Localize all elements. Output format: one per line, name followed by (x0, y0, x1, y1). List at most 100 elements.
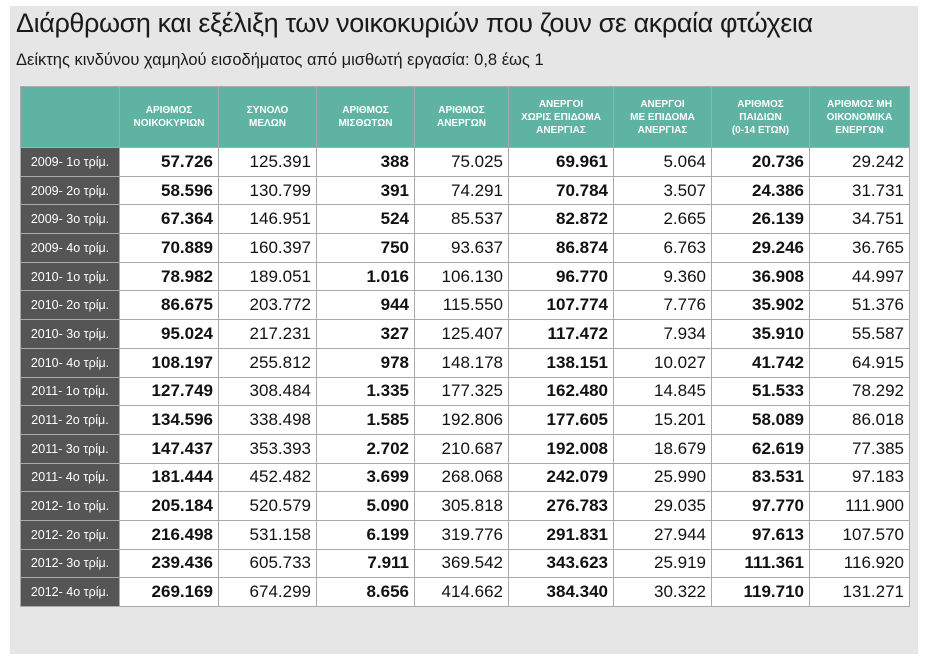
table-cell: 25.919 (613, 548, 712, 579)
table-cell: 57.726 (119, 147, 219, 177)
table-cell: 9.360 (613, 261, 712, 292)
table-cell: 51.533 (711, 376, 810, 407)
table-cell: 125.391 (218, 147, 317, 177)
column-header-6: ΑΡΙΘΜΟΣ ΠΑΙΔΙΩΝ (0-14 ΕΤΩΝ) (711, 86, 810, 148)
table-row: 2010- 4ο τρίμ. 108.197 255.812 978 148.178 13… (20, 347, 910, 378)
table-cell: 369.542 (414, 548, 509, 579)
table-cell: 58.596 (119, 175, 219, 206)
table-cell: 353.393 (218, 433, 317, 464)
column-header-line: ΑΡΙΘΜΟΣ ΜΗ (827, 98, 892, 110)
table-cell: 106.130 (414, 261, 509, 292)
table-cell: 97.613 (711, 519, 810, 550)
table-cell: 177.605 (508, 405, 614, 435)
table-cell: 978 (316, 347, 415, 378)
column-header-1: ΣΥΝΟΛΟ ΜΕΛΩΝ (218, 86, 317, 148)
table-cell: 605.733 (218, 548, 317, 579)
table-cell: 7.934 (613, 319, 712, 349)
table-cell: 111.361 (711, 548, 810, 579)
column-header-line: ΑΝΕΡΓΟΙ (640, 98, 685, 110)
table-cell: 58.089 (711, 405, 810, 435)
table-cell: 452.482 (218, 462, 317, 493)
table-cell: 308.484 (218, 376, 317, 407)
table-cell: 391 (316, 175, 415, 206)
table-row: 2012- 2ο τρίμ. 216.498 531.158 6.199 319.776… (20, 519, 910, 550)
column-header-line: ΑΝΕΡΓΟΙ (538, 98, 584, 110)
row-label: 2011- 2ο τρίμ. (20, 405, 120, 435)
table-row: 2012- 3ο τρίμ. 239.436 605.733 7.911 369.542… (20, 548, 910, 579)
header-row: ΑΡΙΘΜΟΣ ΝΟΙΚΟΚΥΡΙΩΝ ΣΥΝΟΛΟ ΜΕΛΩΝ ΑΡΙΘΜΟΣ ΜΙΣΘ… (20, 86, 910, 148)
table-cell: 108.197 (119, 347, 219, 378)
table-cell: 41.742 (711, 347, 810, 378)
table-cell: 162.480 (508, 376, 614, 407)
table-cell: 414.662 (414, 577, 509, 607)
table-cell: 78.292 (809, 376, 910, 407)
table-cell: 6.199 (316, 519, 415, 550)
table-cell: 15.201 (613, 405, 712, 435)
table-row: 2012- 4ο τρίμ. 269.169 674.299 8.656 414.662… (20, 577, 910, 607)
page-subtitle: Δείκτης κινδύνου χαμηλού εισοδήματος από… (16, 51, 544, 69)
table-cell: 343.623 (508, 548, 614, 579)
table-cell: 29.035 (613, 491, 712, 521)
table-cell: 69.961 (508, 147, 614, 177)
column-header-3: ΑΡΙΘΜΟΣ ΑΝΕΡΓΩΝ (414, 86, 509, 148)
table-cell: 117.472 (508, 319, 614, 349)
table-cell: 30.322 (613, 577, 712, 607)
table-cell: 36.908 (711, 261, 810, 292)
table-row: 2012- 1ο τρίμ. 205.184 520.579 5.090 305.818… (20, 491, 910, 521)
table-cell: 189.051 (218, 261, 317, 292)
column-header-4: ΑΝΕΡΓΟΙ ΧΩΡΙΣ ΕΠΙΔΟΜΑ ΑΝΕΡΓΙΑΣ (508, 86, 614, 148)
table-row: 2009- 2ο τρίμ. 58.596 130.799 391 74.291 70.7… (20, 175, 910, 206)
table-cell: 74.291 (414, 175, 509, 206)
table-cell: 27.944 (613, 519, 712, 550)
table-cell: 78.982 (119, 261, 219, 292)
table-cell: 20.736 (711, 147, 810, 177)
column-header-line: ΑΡΙΘΜΟΣ (145, 105, 193, 116)
table-cell: 86.675 (119, 290, 219, 321)
table-cell: 217.231 (218, 319, 317, 349)
column-header-line: ΑΝΕΡΓΙΑΣ (637, 124, 688, 136)
row-label: 2009- 2ο τρίμ. (20, 175, 120, 206)
data-table: ΑΡΙΘΜΟΣ ΝΟΙΚΟΚΥΡΙΩΝ ΣΥΝΟΛΟ ΜΕΛΩΝ ΑΡΙΘΜΟΣ ΜΙΣΘ… (20, 86, 910, 607)
table-cell: 276.783 (508, 491, 614, 521)
table-cell: 520.579 (218, 491, 317, 521)
column-header-0: ΑΡΙΘΜΟΣ ΝΟΙΚΟΚΥΡΙΩΝ (119, 86, 219, 148)
column-header-line: ΕΝΕΡΓΩΝ (835, 124, 884, 136)
column-header-line: ΑΝΕΡΓΙΑΣ (536, 124, 586, 136)
table-cell: 107.774 (508, 290, 614, 321)
table-cell: 31.731 (809, 175, 910, 206)
table-cell: 55.587 (809, 319, 910, 349)
table-cell: 160.397 (218, 233, 317, 263)
column-header-line: ΟΙΚΟΝΟΜΙΚΑ (826, 111, 893, 123)
row-label: 2012- 2ο τρίμ. (20, 519, 120, 550)
table-cell: 70.784 (508, 175, 614, 206)
column-header-line: ΑΝΕΡΓΩΝ (436, 118, 487, 129)
table-cell: 36.765 (809, 233, 910, 263)
row-label: 2010- 1ο τρίμ. (20, 261, 120, 292)
table-cell: 319.776 (414, 519, 509, 550)
table-cell: 18.679 (613, 433, 712, 464)
table-cell: 216.498 (119, 519, 219, 550)
table-cell: 2.665 (613, 204, 712, 235)
table-row: 2009- 1ο τρίμ. 57.726 125.391 388 75.025 69.9… (20, 147, 910, 177)
table-cell: 2.702 (316, 433, 415, 464)
table-cell: 26.139 (711, 204, 810, 235)
table-cell: 944 (316, 290, 415, 321)
table-cell: 146.951 (218, 204, 317, 235)
page-title: Διάρθρωση και εξέλιξη των νοικοκυριών πο… (16, 8, 813, 38)
table-row: 2009- 4ο τρίμ. 70.889 160.397 750 93.637 86.8… (20, 233, 910, 263)
table-body: 2009- 1ο τρίμ. 57.726 125.391 388 75.025 69.9… (20, 147, 910, 607)
column-header-line: ΑΡΙΘΜΟΣ (438, 105, 485, 116)
table-cell: 138.151 (508, 347, 614, 378)
column-header-line: (0-14 ΕΤΩΝ) (731, 124, 790, 136)
table-cell: 674.299 (218, 577, 317, 607)
row-label: 2010- 2ο τρίμ. (20, 290, 120, 321)
column-header-line: ΠΑΙΔΙΩΝ (739, 111, 782, 123)
header-cell-corner (20, 86, 120, 148)
table-cell: 70.889 (119, 233, 219, 263)
table-cell: 524 (316, 204, 415, 235)
table-cell: 82.872 (508, 204, 614, 235)
table-cell: 384.340 (508, 577, 614, 607)
table-cell: 8.656 (316, 577, 415, 607)
column-header-line: ΝΟΙΚΟΚΥΡΙΩΝ (133, 118, 205, 129)
column-header-7: ΑΡΙΘΜΟΣ ΜΗ ΟΙΚΟΝΟΜΙΚΑ ΕΝΕΡΓΩΝ (809, 86, 910, 148)
